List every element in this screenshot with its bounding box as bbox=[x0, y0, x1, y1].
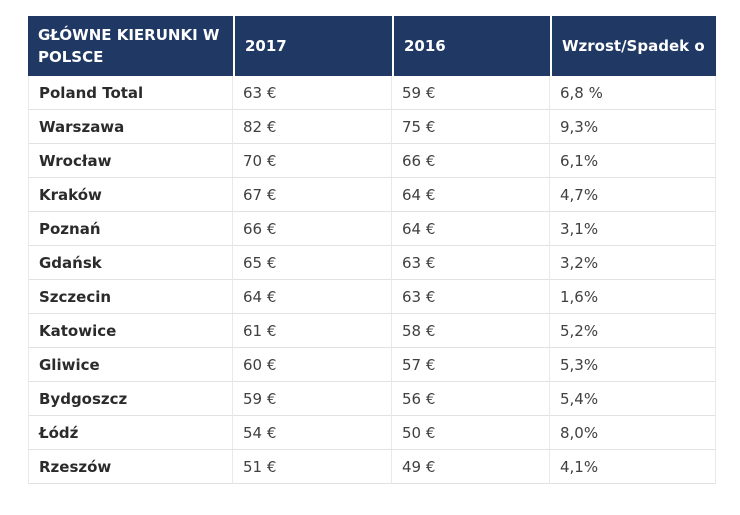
city-cell: Gdańsk bbox=[28, 246, 233, 280]
table-row: Wrocław 70 €66 €6,1% bbox=[28, 144, 716, 178]
value-2017-cell: 66 € bbox=[233, 212, 392, 246]
value-2017-cell: 51 € bbox=[233, 450, 392, 484]
city-cell: Łódź bbox=[28, 416, 233, 450]
change-cell: 8,0% bbox=[550, 416, 716, 450]
table-row: Poland Total 63 €59 €6,8 % bbox=[28, 76, 716, 110]
change-cell: 9,3% bbox=[550, 110, 716, 144]
city-cell: Rzeszów bbox=[28, 450, 233, 484]
city-cell: Szczecin bbox=[28, 280, 233, 314]
value-2016-cell: 64 € bbox=[392, 212, 550, 246]
value-2016-cell: 56 € bbox=[392, 382, 550, 416]
table-row: Rzeszów 51 €49 €4,1% bbox=[28, 450, 716, 484]
city-cell: Poland Total bbox=[28, 76, 233, 110]
city-cell: Katowice bbox=[28, 314, 233, 348]
column-header-destinations: GŁÓWNE KIERUNKI W POLSCE bbox=[28, 16, 233, 76]
city-cell: Warszawa bbox=[28, 110, 233, 144]
column-header-2016: 2016 bbox=[392, 16, 550, 76]
table-row: Gdańsk 65 €63 €3,2% bbox=[28, 246, 716, 280]
value-2017-cell: 60 € bbox=[233, 348, 392, 382]
value-2017-cell: 64 € bbox=[233, 280, 392, 314]
value-2016-cell: 49 € bbox=[392, 450, 550, 484]
city-cell: Kraków bbox=[28, 178, 233, 212]
change-cell: 5,2% bbox=[550, 314, 716, 348]
value-2016-cell: 64 € bbox=[392, 178, 550, 212]
value-2017-cell: 65 € bbox=[233, 246, 392, 280]
value-2016-cell: 63 € bbox=[392, 280, 550, 314]
value-2016-cell: 63 € bbox=[392, 246, 550, 280]
value-2017-cell: 63 € bbox=[233, 76, 392, 110]
table-row: Szczecin 64 €63 €1,6% bbox=[28, 280, 716, 314]
destinations-table-container: GŁÓWNE KIERUNKI W POLSCE 2017 2016 Wzros… bbox=[28, 16, 716, 484]
value-2017-cell: 67 € bbox=[233, 178, 392, 212]
change-cell: 3,2% bbox=[550, 246, 716, 280]
city-cell: Poznań bbox=[28, 212, 233, 246]
value-2016-cell: 50 € bbox=[392, 416, 550, 450]
table-row: Gliwice 60 €57 €5,3% bbox=[28, 348, 716, 382]
table-row: Kraków 67 €64 €4,7% bbox=[28, 178, 716, 212]
table-body: Poland Total 63 €59 €6,8 % Warszawa 82 €75 … bbox=[28, 76, 716, 484]
change-cell: 6,1% bbox=[550, 144, 716, 178]
value-2017-cell: 70 € bbox=[233, 144, 392, 178]
value-2016-cell: 66 € bbox=[392, 144, 550, 178]
column-header-2017: 2017 bbox=[233, 16, 392, 76]
value-2017-cell: 59 € bbox=[233, 382, 392, 416]
table-row: Poznań 66 €64 €3,1% bbox=[28, 212, 716, 246]
value-2017-cell: 61 € bbox=[233, 314, 392, 348]
table-header: GŁÓWNE KIERUNKI W POLSCE 2017 2016 Wzros… bbox=[28, 16, 716, 76]
table-row: Katowice 61 €58 €5,2% bbox=[28, 314, 716, 348]
value-2016-cell: 57 € bbox=[392, 348, 550, 382]
value-2017-cell: 82 € bbox=[233, 110, 392, 144]
change-cell: 1,6% bbox=[550, 280, 716, 314]
table-row: Bydgoszcz 59 €56 €5,4% bbox=[28, 382, 716, 416]
value-2016-cell: 59 € bbox=[392, 76, 550, 110]
table-row: Łódź 54 €50 €8,0% bbox=[28, 416, 716, 450]
change-cell: 3,1% bbox=[550, 212, 716, 246]
city-cell: Wrocław bbox=[28, 144, 233, 178]
table-row: Warszawa 82 €75 €9,3% bbox=[28, 110, 716, 144]
value-2016-cell: 75 € bbox=[392, 110, 550, 144]
change-cell: 4,1% bbox=[550, 450, 716, 484]
value-2016-cell: 58 € bbox=[392, 314, 550, 348]
city-cell: Bydgoszcz bbox=[28, 382, 233, 416]
value-2017-cell: 54 € bbox=[233, 416, 392, 450]
city-cell: Gliwice bbox=[28, 348, 233, 382]
destinations-table: GŁÓWNE KIERUNKI W POLSCE 2017 2016 Wzros… bbox=[28, 16, 716, 484]
change-cell: 5,3% bbox=[550, 348, 716, 382]
change-cell: 6,8 % bbox=[550, 76, 716, 110]
change-cell: 4,7% bbox=[550, 178, 716, 212]
header-row: GŁÓWNE KIERUNKI W POLSCE 2017 2016 Wzros… bbox=[28, 16, 716, 76]
column-header-change: Wzrost/Spadek o bbox=[550, 16, 716, 76]
change-cell: 5,4% bbox=[550, 382, 716, 416]
